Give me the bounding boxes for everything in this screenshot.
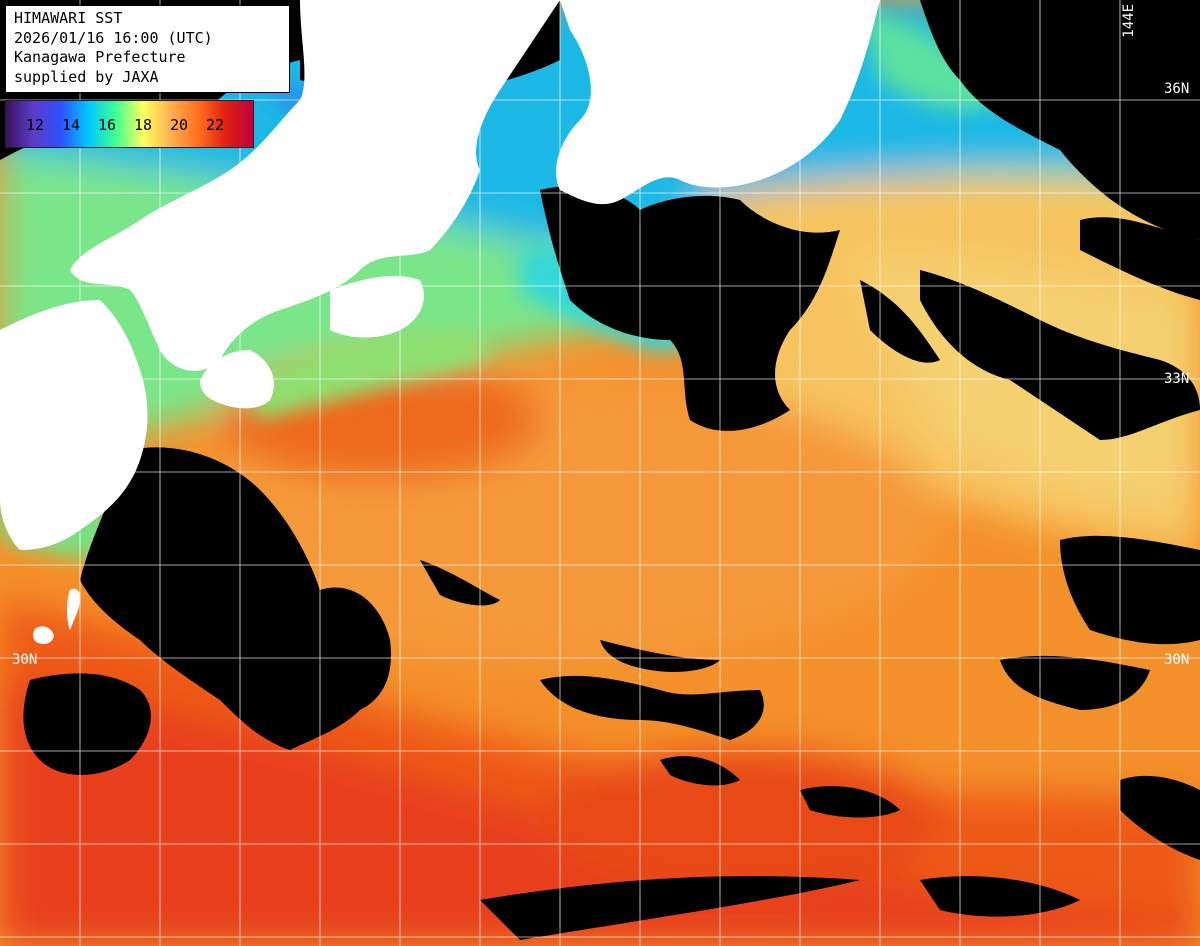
legend-labels: 12 14 16 18 20 22	[26, 116, 242, 134]
legend-color-bar	[6, 101, 253, 147]
land-japan	[0, 0, 880, 644]
lat-label-33n-west: 33N	[12, 371, 38, 387]
legend-value: 14	[62, 116, 81, 134]
lat-label-36n: 36N	[1164, 81, 1190, 97]
temperature-legend: 12 14 16 18 20 22	[5, 100, 254, 148]
legend-value: 20	[170, 116, 189, 134]
lat-label-33n-east: 33N	[1164, 371, 1190, 387]
info-box: HIMAWARI SST 2026/01/16 16:00 (UTC) Kana…	[5, 5, 290, 93]
lat-label-30n-east: 30N	[1164, 652, 1190, 668]
lon-label-136e: 136E	[481, 4, 497, 38]
lon-label-144e: 144E	[1121, 4, 1137, 38]
map-region: Kanagawa Prefecture	[14, 48, 186, 66]
legend-value: 22	[206, 116, 225, 134]
legend-value: 16	[98, 116, 117, 134]
map-credit: supplied by JAXA	[14, 67, 159, 86]
legend-value: 12	[26, 116, 45, 134]
legend-value: 18	[134, 116, 153, 134]
map-datetime: 2026/01/16 16:00 (UTC)	[14, 28, 213, 47]
lat-label-30n-west: 30N	[12, 652, 38, 668]
map-title: HIMAWARI SST	[14, 9, 123, 27]
